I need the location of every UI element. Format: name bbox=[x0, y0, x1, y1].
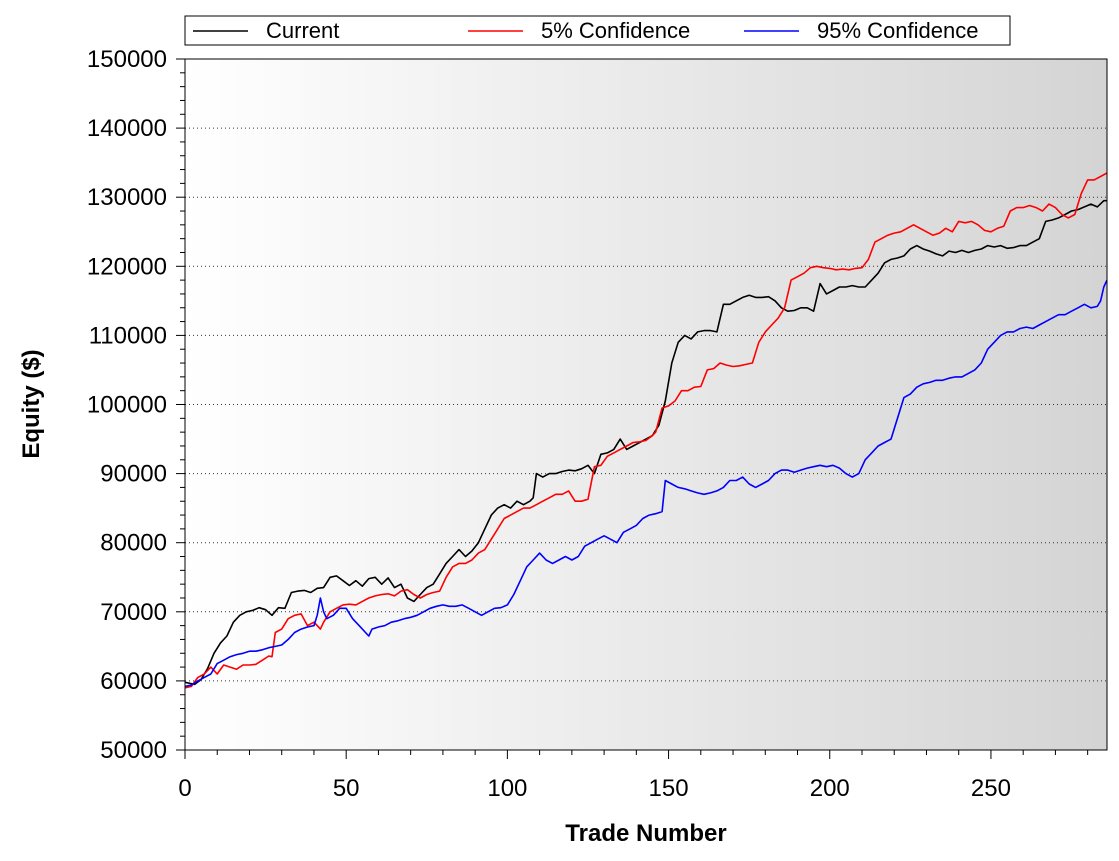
series-line-current bbox=[185, 199, 1107, 686]
y-tick-label-6: 110000 bbox=[89, 322, 167, 349]
y-tick-label-7: 120000 bbox=[87, 253, 167, 280]
series-layer bbox=[185, 172, 1107, 689]
axes: 50000 60000 70000 80000 90000 100000 110000 120… bbox=[87, 46, 1089, 802]
y-axis-title: Equity ($) bbox=[18, 349, 45, 458]
x-tick-label-5: 250 bbox=[971, 775, 1011, 802]
y-tick-label-0: 50000 bbox=[100, 737, 167, 764]
x-tick-label-4: 200 bbox=[810, 775, 850, 802]
y-tick-label-10: 150000 bbox=[87, 46, 167, 73]
x-tick-label-2: 100 bbox=[487, 775, 527, 802]
y-tick-label-2: 70000 bbox=[100, 599, 167, 626]
y-tick-label-3: 80000 bbox=[100, 530, 167, 557]
legend-box bbox=[184, 15, 1011, 46]
y-tick-label-1: 60000 bbox=[100, 668, 167, 695]
y-tick-label-8: 130000 bbox=[87, 184, 167, 211]
grid-lines bbox=[185, 127, 1107, 682]
legend-label-95pct-confidence: 95% Confidence bbox=[817, 18, 978, 43]
x-tick-label-1: 50 bbox=[333, 775, 360, 802]
y-tick-label-5: 100000 bbox=[87, 392, 167, 419]
x-tick-label-0: 0 bbox=[178, 775, 191, 802]
series-line-5pct-confidence bbox=[185, 172, 1107, 689]
x-tick-label-3: 150 bbox=[649, 775, 689, 802]
series-line-95pct-confidence bbox=[185, 279, 1107, 688]
legend-label-current: Current bbox=[266, 18, 339, 43]
x-axis-title: Trade Number bbox=[565, 820, 726, 847]
legend: Current 5% Confidence 95% Confidence bbox=[184, 15, 1011, 46]
legend-label-5pct-confidence: 5% Confidence bbox=[541, 18, 690, 43]
y-tick-label-9: 140000 bbox=[87, 115, 167, 142]
y-tick-label-4: 90000 bbox=[100, 461, 167, 488]
